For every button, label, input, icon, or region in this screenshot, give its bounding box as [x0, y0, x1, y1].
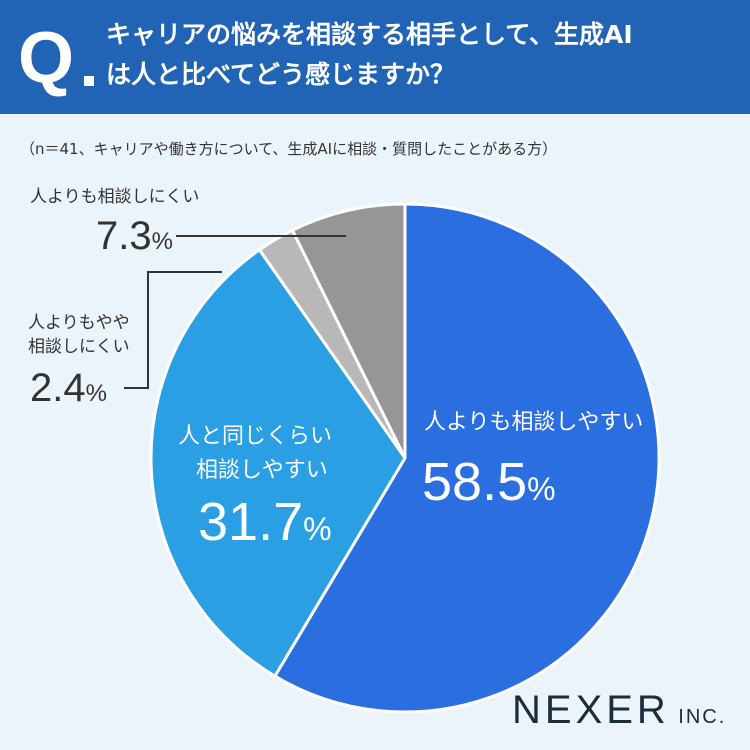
q-dot — [84, 76, 94, 86]
value-unit-slice-4: % — [151, 228, 173, 255]
value-slice-2: 31.7% — [198, 492, 332, 559]
value-slice-1: 58.5% — [422, 452, 556, 519]
pie-slice-2 — [149, 248, 407, 678]
label-slice-3-line-2: 相談しにくい — [28, 337, 130, 357]
value-number-slice-4: 7.3 — [96, 214, 152, 258]
value-number-slice-2: 31.7 — [198, 492, 304, 552]
value-number-slice-3: 2.4 — [30, 366, 86, 410]
leader-line-slice-3 — [124, 271, 222, 389]
q-mark: Q — [18, 18, 75, 98]
pie-slice-1 — [273, 202, 661, 714]
value-unit-slice-1: % — [527, 471, 556, 507]
label-slice-2-line-1: 人と同じくらい — [178, 424, 333, 449]
question-header: Q キャリアの悩みを相談する相手として、生成AI は人と比べてどう感じますか？ — [0, 0, 750, 114]
sample-note: （n＝41、キャリアや働き方について、生成AIに相談・質問したことがある方） — [20, 140, 558, 158]
question-line-1: キャリアの悩みを相談する相手として、生成AI — [106, 20, 633, 49]
label-slice-3-line-1: 人よりもやや — [28, 313, 130, 333]
value-number-slice-1: 58.5 — [422, 452, 528, 512]
pie-slice-4 — [290, 202, 407, 460]
value-slice-4: 7.3% — [96, 214, 173, 264]
value-unit-slice-2: % — [303, 511, 332, 547]
brand-name: NEXER — [512, 688, 670, 732]
label-slice-2-line-2: 相談しやすい — [196, 458, 328, 483]
leader-lines — [124, 235, 346, 389]
brand-logo: NEXER INC. — [512, 690, 726, 730]
label-slice-4: 人よりも相談しにくい — [30, 187, 200, 207]
value-unit-slice-3: % — [85, 380, 107, 407]
question-line-2: は人と比べてどう感じますか？ — [106, 60, 456, 89]
value-slice-3: 2.4% — [30, 366, 107, 416]
pie-slices — [149, 202, 661, 714]
brand-suffix: INC. — [678, 706, 727, 728]
label-slice-1: 人よりも相談しやすい — [424, 410, 644, 435]
